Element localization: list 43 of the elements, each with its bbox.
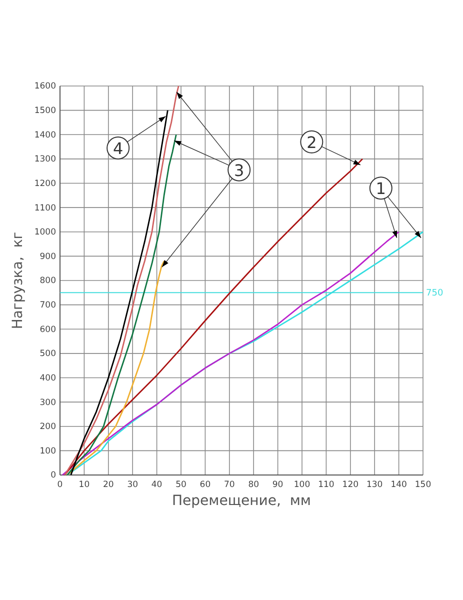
x-tick-label: 90	[272, 480, 284, 490]
y-tick-label: 200	[40, 422, 56, 432]
x-tick-label: 100	[294, 480, 310, 490]
y-tick-label: 1500	[34, 106, 56, 116]
y-tick-label: 800	[40, 276, 56, 286]
y-axis-title: Нагрузка, кг	[10, 232, 26, 330]
y-tick-label: 300	[40, 398, 56, 408]
y-tick-label: 100	[40, 446, 56, 456]
x-tick-label: 60	[200, 480, 211, 490]
y-tick-label: 1000	[34, 228, 56, 238]
x-tick-label: 0	[57, 480, 63, 490]
x-tick-label: 120	[342, 480, 359, 490]
y-tick-label: 1300	[34, 154, 56, 165]
x-tick-label: 150	[414, 480, 432, 490]
x-tick-label: 80	[248, 480, 260, 490]
x-tick-label: 140	[390, 480, 407, 490]
y-tick-label: 1200	[34, 178, 56, 189]
line-series	[70, 110, 168, 476]
y-tick-label: 700	[40, 300, 56, 311]
annotation: 2	[306, 132, 317, 152]
x-axis-title: Перемещение, мм	[172, 493, 311, 509]
y-tick-label: 1100	[34, 203, 56, 214]
y-tick-label: 0	[50, 470, 56, 481]
ref-line-label: 750	[426, 288, 444, 299]
x-tick-label: 20	[102, 480, 114, 490]
y-tick-label: 900	[40, 252, 56, 262]
y-tick-label: 400	[40, 373, 56, 384]
x-tick-label: 40	[151, 480, 162, 490]
line-series	[64, 158, 364, 476]
x-tick-label: 10	[78, 480, 90, 490]
annotation: 3	[234, 160, 244, 180]
x-tick-label: 30	[127, 480, 138, 490]
annotation: 4	[112, 138, 124, 158]
y-tick-label: 1600	[34, 82, 56, 92]
x-tick-label: 110	[318, 480, 334, 490]
y-tick-label: 600	[40, 324, 56, 335]
y-tick-label: 1400	[34, 130, 56, 140]
x-tick-label: 70	[224, 480, 235, 490]
annotation: 1	[376, 179, 386, 198]
x-tick-label: 50	[176, 480, 186, 490]
line-series	[66, 134, 177, 476]
x-tick-label: 130	[366, 480, 383, 490]
y-tick-label: 500	[40, 349, 56, 360]
